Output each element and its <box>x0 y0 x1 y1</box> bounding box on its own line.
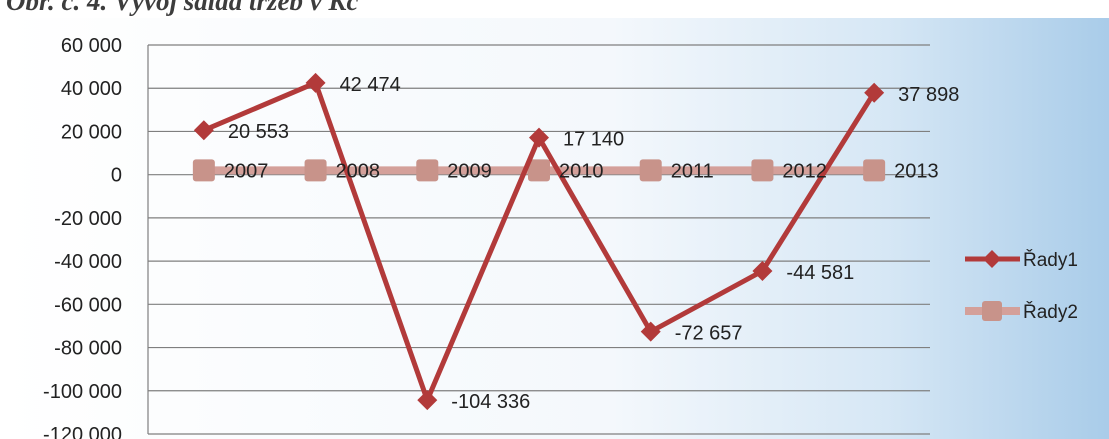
data-label-rady1: 37 898 <box>898 84 959 106</box>
series-marker-rady1 <box>417 390 438 411</box>
data-label-rady2: 2008 <box>336 160 381 182</box>
data-label-rady2: 2013 <box>894 160 939 182</box>
chart-background <box>0 18 1109 439</box>
data-label-rady2: 2009 <box>447 160 492 182</box>
y-tick-label: 20 000 <box>61 121 122 143</box>
series-marker-rady1 <box>529 127 549 148</box>
series-marker-rady1 <box>752 261 773 282</box>
data-label-rady2: 2012 <box>782 160 827 182</box>
series-marker-rady1 <box>305 72 326 93</box>
data-label-rady2: 2010 <box>559 160 604 182</box>
figure-caption: Obr. č. 4. Vývoj salda tržeb v Kč <box>0 0 1109 18</box>
series-marker-rady1 <box>640 321 661 342</box>
y-tick-label: -20 000 <box>54 208 122 230</box>
y-tick-label: -80 000 <box>54 338 122 360</box>
series-marker-rady2 <box>863 159 886 182</box>
series-marker-rady1 <box>193 120 214 141</box>
y-tick-label: 40 000 <box>61 78 122 100</box>
data-label-rady1: -44 581 <box>786 262 854 284</box>
chart-frame: 60 000 40 000 20 000 0 -20 000 -40 000 -60 000… <box>0 18 1109 439</box>
line-chart: 60 000 40 000 20 000 0 -20 000 -40 000 -60 000… <box>0 18 1109 439</box>
series-marker-rady2 <box>639 159 662 182</box>
series-marker-rady2 <box>192 159 215 182</box>
y-tick-label: -100 000 <box>43 381 122 403</box>
series-marker-rady1 <box>864 82 885 103</box>
series-marker-rady2 <box>416 159 439 182</box>
series-marker-rady2 <box>304 159 327 182</box>
y-tick-label: 0 <box>111 165 122 187</box>
series-marker-rady2 <box>528 159 550 182</box>
legend-label-rady1: Řady1 <box>1023 249 1078 271</box>
figure-caption-text: Obr. č. 4. Vývoj salda tržeb v Kč <box>6 0 359 16</box>
data-label-rady1: 42 474 <box>340 74 401 96</box>
data-label-rady2: 2007 <box>224 160 269 182</box>
legend-label-rady2: Řady2 <box>1023 301 1078 323</box>
legend-marker-rady1 <box>983 250 1001 268</box>
y-tick-label: -40 000 <box>54 251 122 273</box>
data-label-rady2: 2011 <box>671 160 714 182</box>
series-marker-rady2 <box>751 159 774 182</box>
data-label-rady1: 20 553 <box>228 121 289 143</box>
data-label-rady1: -72 657 <box>675 323 743 345</box>
data-label-rady1: -104 336 <box>451 391 530 413</box>
y-tick-label: -60 000 <box>54 294 122 316</box>
legend-marker-rady2 <box>982 301 1002 321</box>
data-label-rady1: 17 140 <box>563 129 624 151</box>
y-tick-label: 60 000 <box>61 35 122 57</box>
y-tick-label: -120 000 <box>43 424 122 439</box>
